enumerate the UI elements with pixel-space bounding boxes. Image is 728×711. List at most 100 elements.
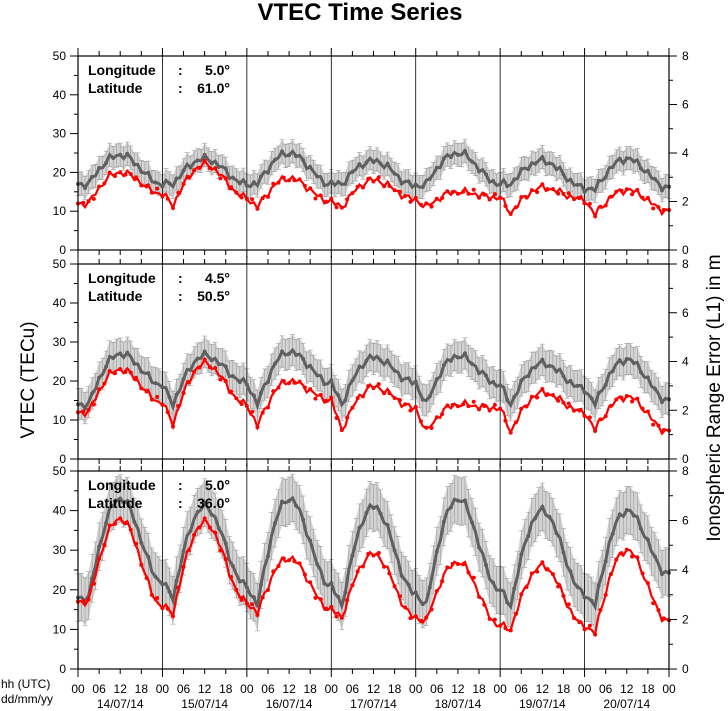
current-point xyxy=(513,420,518,425)
current-point xyxy=(207,365,212,370)
current-point xyxy=(566,602,571,607)
median-point xyxy=(434,165,439,170)
median-point xyxy=(315,373,320,378)
current-point xyxy=(482,192,487,197)
median-point xyxy=(97,544,102,549)
current-point xyxy=(271,569,276,574)
current-point xyxy=(508,430,513,435)
median-point xyxy=(455,355,460,360)
current-point xyxy=(392,395,397,400)
median-point xyxy=(167,181,172,186)
current-point xyxy=(397,189,402,194)
current-point xyxy=(81,598,86,603)
day-label: 16/07/14 xyxy=(266,697,313,711)
current-point xyxy=(355,396,360,401)
current-point xyxy=(355,569,360,574)
current-point xyxy=(107,523,112,528)
current-point xyxy=(429,607,434,612)
current-point xyxy=(471,575,476,580)
y-tick-label-right: 8 xyxy=(682,257,689,271)
y-tick-label-right: 8 xyxy=(682,49,689,63)
y-tick-label-left: 30 xyxy=(53,127,67,141)
current-point xyxy=(397,594,402,599)
current-point xyxy=(471,399,476,404)
median-point xyxy=(491,580,496,585)
median-point xyxy=(638,370,643,375)
current-point xyxy=(192,532,197,537)
current-point xyxy=(387,391,392,396)
median-point xyxy=(589,396,594,401)
median-point xyxy=(652,386,657,391)
current-point xyxy=(640,195,645,200)
median-point xyxy=(617,156,622,161)
current-point xyxy=(508,628,513,633)
current-point xyxy=(545,392,550,397)
current-point xyxy=(86,199,91,204)
median-point xyxy=(111,155,116,160)
median-point xyxy=(540,357,545,362)
median-point xyxy=(392,368,397,373)
median-point xyxy=(181,377,186,382)
current-point xyxy=(461,562,466,567)
current-point xyxy=(345,197,350,202)
median-point xyxy=(631,513,636,518)
current-point xyxy=(297,379,302,384)
median-point xyxy=(111,503,116,508)
current-point xyxy=(292,380,297,385)
median-point xyxy=(603,383,608,388)
current-point xyxy=(466,570,471,575)
median-point xyxy=(533,515,538,520)
current-point xyxy=(645,581,650,586)
longitude-separator: : xyxy=(178,477,183,493)
y-tick-label-right: 6 xyxy=(682,514,689,528)
current-point xyxy=(250,602,255,607)
x-tick-label: 00 xyxy=(662,682,676,696)
median-point xyxy=(146,555,151,560)
median-point xyxy=(575,584,580,589)
current-point xyxy=(265,587,270,592)
median-point xyxy=(223,541,228,546)
x-tick-label: 12 xyxy=(620,682,634,696)
current-point xyxy=(197,165,202,170)
y-tick-label-left: 40 xyxy=(53,504,67,518)
current-point xyxy=(418,419,423,424)
current-point xyxy=(640,571,645,576)
latitude-value: 36.0° xyxy=(197,495,230,511)
current-point xyxy=(250,409,255,414)
median-point xyxy=(498,182,503,187)
median-point xyxy=(638,166,643,171)
y-tick-label-left: 30 xyxy=(53,543,67,557)
current-point xyxy=(97,184,102,189)
current-point xyxy=(91,402,96,407)
current-point xyxy=(229,389,234,394)
current-point xyxy=(165,196,170,201)
median-point xyxy=(462,148,467,153)
current-point xyxy=(556,398,561,403)
x-tick-label: 12 xyxy=(282,682,296,696)
current-point xyxy=(577,408,582,413)
current-point xyxy=(582,413,587,418)
median-point xyxy=(174,176,179,181)
current-point xyxy=(603,203,608,208)
median-point xyxy=(441,156,446,161)
current-point xyxy=(624,547,629,552)
median-point xyxy=(568,177,573,182)
median-point xyxy=(477,545,482,550)
median-point xyxy=(181,168,186,173)
current-point xyxy=(234,190,239,195)
x-tick-label: 12 xyxy=(536,682,550,696)
current-point xyxy=(577,620,582,625)
y-tick-label-left: 50 xyxy=(53,49,67,63)
latitude-separator: : xyxy=(178,495,183,511)
y-tick-label-left: 20 xyxy=(53,583,67,597)
current-point xyxy=(366,552,371,557)
current-point xyxy=(561,191,566,196)
median-point xyxy=(659,572,664,577)
median-point xyxy=(350,169,355,174)
current-point xyxy=(276,564,281,569)
median-point xyxy=(216,526,221,531)
longitude-value: 5.0° xyxy=(205,62,230,78)
current-point xyxy=(360,394,365,399)
median-point xyxy=(631,159,636,164)
